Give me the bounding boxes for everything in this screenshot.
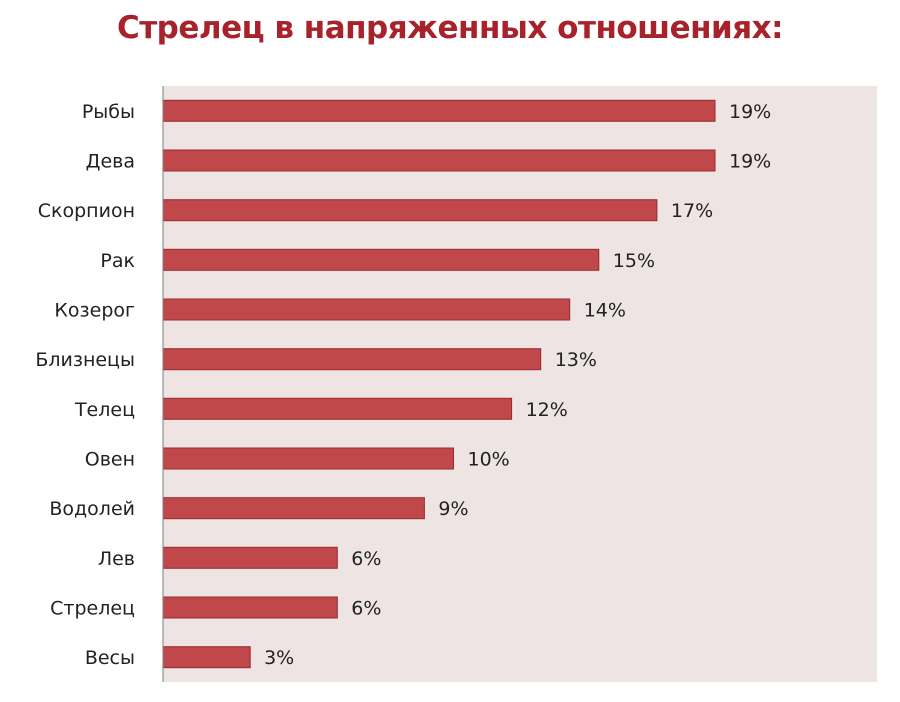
category-label: Скорпион — [38, 200, 135, 222]
value-label: 17% — [671, 200, 713, 222]
value-label: 13% — [555, 349, 597, 371]
value-label: 15% — [613, 250, 655, 272]
value-label: 6% — [351, 548, 381, 570]
bar — [162, 546, 338, 569]
bar — [162, 248, 600, 271]
category-label: Стрелец — [50, 598, 135, 620]
plot-area — [163, 86, 877, 682]
bar — [162, 298, 571, 321]
category-label: Дева — [86, 151, 135, 173]
value-label: 10% — [468, 449, 510, 471]
bar — [162, 646, 251, 669]
category-label: Весы — [85, 647, 135, 669]
bar — [162, 497, 425, 520]
value-label: 9% — [438, 498, 468, 520]
category-label: Овен — [85, 449, 135, 471]
value-label: 14% — [584, 300, 626, 322]
category-label: Козерог — [54, 300, 135, 322]
bar — [162, 149, 716, 172]
value-label: 6% — [351, 598, 381, 620]
value-label: 19% — [729, 101, 771, 123]
bar — [162, 199, 658, 222]
bar — [162, 348, 542, 371]
value-label: 19% — [729, 151, 771, 173]
category-label: Лев — [98, 548, 135, 570]
bar — [162, 447, 454, 470]
category-label: Рыбы — [82, 101, 135, 123]
bar — [162, 99, 716, 122]
value-label: 3% — [264, 647, 294, 669]
bar — [162, 596, 338, 619]
bar — [162, 397, 513, 420]
category-label: Рак — [100, 250, 135, 272]
category-label: Водолей — [49, 498, 135, 520]
category-label: Близнецы — [35, 349, 135, 371]
value-label: 12% — [526, 399, 568, 421]
category-label: Телец — [74, 399, 135, 421]
chart-title: Стрелец в напряженных отношениях: — [116, 10, 784, 46]
